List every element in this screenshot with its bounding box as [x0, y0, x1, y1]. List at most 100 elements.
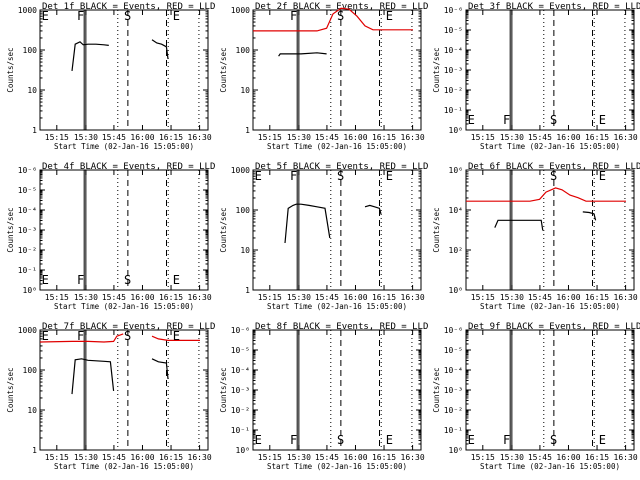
series-line — [364, 204, 382, 215]
interval-marker: E — [173, 9, 180, 23]
x-tick-label: 15:45 — [102, 453, 126, 462]
y-tick-label: 1 — [32, 126, 37, 135]
x-tick-label: 15:30 — [74, 133, 98, 142]
panel-title: Det 7f BLACK = Events, RED = LLD — [42, 322, 215, 332]
series-line — [151, 335, 200, 341]
x-tick-label: 15:15 — [258, 133, 282, 142]
interval-marker: F — [290, 433, 297, 447]
detector-panel: Det 6f BLACK = Events, RED = LLD 10⁰ 10² 10… — [432, 162, 640, 311]
x-tick-label: 16:00 — [556, 293, 580, 302]
y-tick-label: 10⁻⁵ — [444, 26, 463, 35]
x-tick-label: 16:30 — [401, 453, 425, 462]
x-axis-label: Start Time (02-Jan-16 15:05:00) — [480, 462, 620, 471]
y-axis-label: Counts/sec — [432, 367, 441, 412]
y-tick-label: 10⁻² — [444, 86, 463, 95]
y-tick-label: 10 — [240, 86, 250, 95]
x-tick-label: 16:15 — [159, 133, 183, 142]
x-axis-label: Start Time (02-Jan-16 15:05:00) — [54, 462, 194, 471]
panel-title: Det 5f BLACK = Events, RED = LLD — [255, 162, 428, 172]
interval-marker: E — [599, 113, 606, 127]
x-tick-label: 16:30 — [614, 293, 638, 302]
interval-marker: S — [550, 113, 557, 127]
plot-frame — [465, 9, 635, 131]
plot-frame — [465, 329, 635, 451]
interval-marker: S — [550, 169, 557, 183]
y-tick-label: 10⁴ — [449, 206, 463, 215]
y-tick-label: 10⁻⁶ — [18, 166, 37, 175]
detector-panel: Det 3f BLACK = Events, RED = LLD 10⁰ 10⁻¹ 1… — [432, 2, 640, 151]
x-tick-label: 16:30 — [188, 133, 212, 142]
interval-marker: F — [77, 329, 84, 343]
interval-marker: E — [42, 273, 49, 287]
interval-marker: F — [290, 9, 297, 23]
series-line — [278, 52, 327, 57]
interval-marker: E — [42, 9, 49, 23]
interval-marker: S — [550, 433, 557, 447]
x-tick-label: 15:45 — [528, 453, 552, 462]
x-tick-label: 16:00 — [556, 453, 580, 462]
y-tick-label: 10⁻¹ — [18, 266, 37, 275]
y-tick-label: 10⁻⁵ — [231, 346, 250, 355]
interval-marker: F — [77, 273, 84, 287]
y-tick-label: 10⁻⁶ — [444, 6, 463, 15]
interval-marker: E — [468, 433, 475, 447]
x-tick-label: 16:30 — [401, 293, 425, 302]
series-line — [466, 187, 626, 202]
y-tick-label: 10⁻³ — [444, 386, 463, 395]
y-axis-label: Counts/sec — [219, 47, 228, 92]
series-line — [253, 7, 413, 32]
x-tick-label: 16:30 — [614, 133, 638, 142]
x-tick-label: 15:45 — [102, 133, 126, 142]
x-tick-label: 15:30 — [74, 293, 98, 302]
x-tick-label: 15:15 — [258, 453, 282, 462]
y-tick-label: 1000 — [18, 6, 37, 15]
series-line — [284, 203, 331, 244]
series-line — [582, 211, 597, 221]
x-tick-label: 16:15 — [585, 293, 609, 302]
y-tick-label: 10⁻⁴ — [444, 366, 463, 375]
x-axis-label: Start Time (02-Jan-16 15:05:00) — [267, 302, 407, 311]
x-tick-label: 15:45 — [528, 133, 552, 142]
y-tick-label: 10⁻¹ — [231, 426, 250, 435]
detector-panel: Det 1f BLACK = Events, RED = LLD 1 10 100 10… — [6, 2, 215, 151]
y-axis-label: Counts/sec — [6, 207, 15, 252]
x-axis-label: Start Time (02-Jan-16 15:05:00) — [54, 302, 194, 311]
interval-marker: S — [124, 329, 131, 343]
plot-frame — [465, 169, 635, 291]
series-line — [71, 41, 109, 71]
interval-marker: E — [255, 433, 262, 447]
interval-marker: F — [290, 169, 297, 183]
interval-marker: E — [386, 9, 393, 23]
y-tick-label: 10⁰ — [23, 286, 37, 295]
y-tick-label: 10 — [27, 86, 37, 95]
y-tick-label: 100 — [236, 46, 251, 55]
y-tick-label: 10⁰ — [449, 126, 463, 135]
plot-frame — [252, 329, 422, 451]
x-tick-label: 16:00 — [130, 293, 154, 302]
interval-marker: S — [337, 169, 344, 183]
x-tick-label: 15:15 — [45, 453, 69, 462]
x-tick-label: 16:15 — [372, 293, 396, 302]
x-tick-label: 15:15 — [258, 293, 282, 302]
x-axis-label: Start Time (02-Jan-16 15:05:00) — [267, 462, 407, 471]
series-line — [71, 358, 115, 395]
x-tick-label: 15:15 — [471, 133, 495, 142]
series-line — [494, 219, 544, 231]
x-axis-label: Start Time (02-Jan-16 15:05:00) — [54, 142, 194, 151]
x-tick-label: 16:15 — [159, 453, 183, 462]
x-tick-label: 15:30 — [287, 133, 311, 142]
y-tick-label: 10⁻¹ — [444, 106, 463, 115]
y-tick-label: 10⁻² — [444, 406, 463, 415]
y-axis-label: Counts/sec — [6, 367, 15, 412]
x-tick-label: 16:15 — [585, 453, 609, 462]
y-tick-label: 10⁻⁴ — [231, 366, 250, 375]
y-tick-label: 10² — [449, 246, 463, 255]
x-tick-label: 15:45 — [528, 293, 552, 302]
y-tick-label: 1000 — [231, 166, 250, 175]
y-tick-label: 10 — [240, 246, 250, 255]
y-axis-label: Counts/sec — [432, 207, 441, 252]
x-tick-label: 15:30 — [287, 293, 311, 302]
x-tick-label: 16:00 — [343, 453, 367, 462]
x-tick-label: 16:15 — [585, 133, 609, 142]
series-line — [39, 333, 124, 343]
